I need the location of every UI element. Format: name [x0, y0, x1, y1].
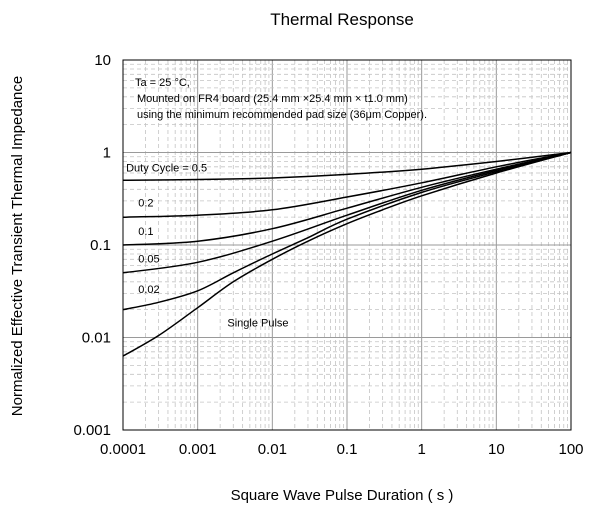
annotation-line: using the minimum recommended pad size (…	[137, 109, 427, 121]
series-line	[122, 151, 572, 218]
series-lines	[122, 151, 572, 357]
series-line	[122, 151, 572, 357]
y-tick-label: 10	[94, 52, 111, 69]
x-axis-label: Square Wave Pulse Duration ( s )	[231, 487, 454, 504]
series-label: 0.2	[138, 198, 153, 210]
tick-labels: 0.0001 0.001 0.01 0.1 1 10 100 10 1 0.1 0.01 0.001	[73, 52, 583, 458]
series-label: 0.02	[138, 284, 159, 296]
series-line	[122, 151, 572, 246]
y-tick-label: 0.001	[73, 422, 111, 439]
x-tick-label: 100	[558, 441, 583, 458]
x-tick-label: 0.0001	[100, 441, 146, 458]
series-label: 0.05	[138, 253, 159, 265]
y-tick-label: 0.1	[90, 237, 111, 254]
x-tick-label: 0.01	[258, 441, 287, 458]
annotation-line: Mounted on FR4 board (25.4 mm ×25.4 mm ×…	[137, 93, 408, 105]
annotation-line: Ta = 25 °C,	[135, 77, 190, 89]
series-label: Duty Cycle = 0.5	[126, 163, 207, 175]
y-axis-label: Normalized Effective Transient Thermal I…	[9, 76, 26, 416]
series-label: 0.1	[138, 226, 153, 238]
series-label: Single Pulse	[227, 318, 288, 330]
series-line	[122, 151, 572, 311]
series-labels: Duty Cycle = 0.5 0.2 0.1 0.05 0.02 Single Pul…	[126, 163, 288, 330]
series-line	[122, 151, 572, 182]
series-line	[122, 151, 572, 274]
x-tick-label: 0.001	[179, 441, 217, 458]
annotation-notes: Ta = 25 °C, Mounted on FR4 board (25.4 mm…	[135, 77, 427, 121]
y-tick-label: 1	[103, 145, 111, 162]
x-tick-label: 10	[488, 441, 505, 458]
x-tick-label: 1	[417, 441, 425, 458]
chart-title: Thermal Response	[270, 10, 414, 29]
y-tick-label: 0.01	[82, 330, 111, 347]
x-tick-label: 0.1	[337, 441, 358, 458]
